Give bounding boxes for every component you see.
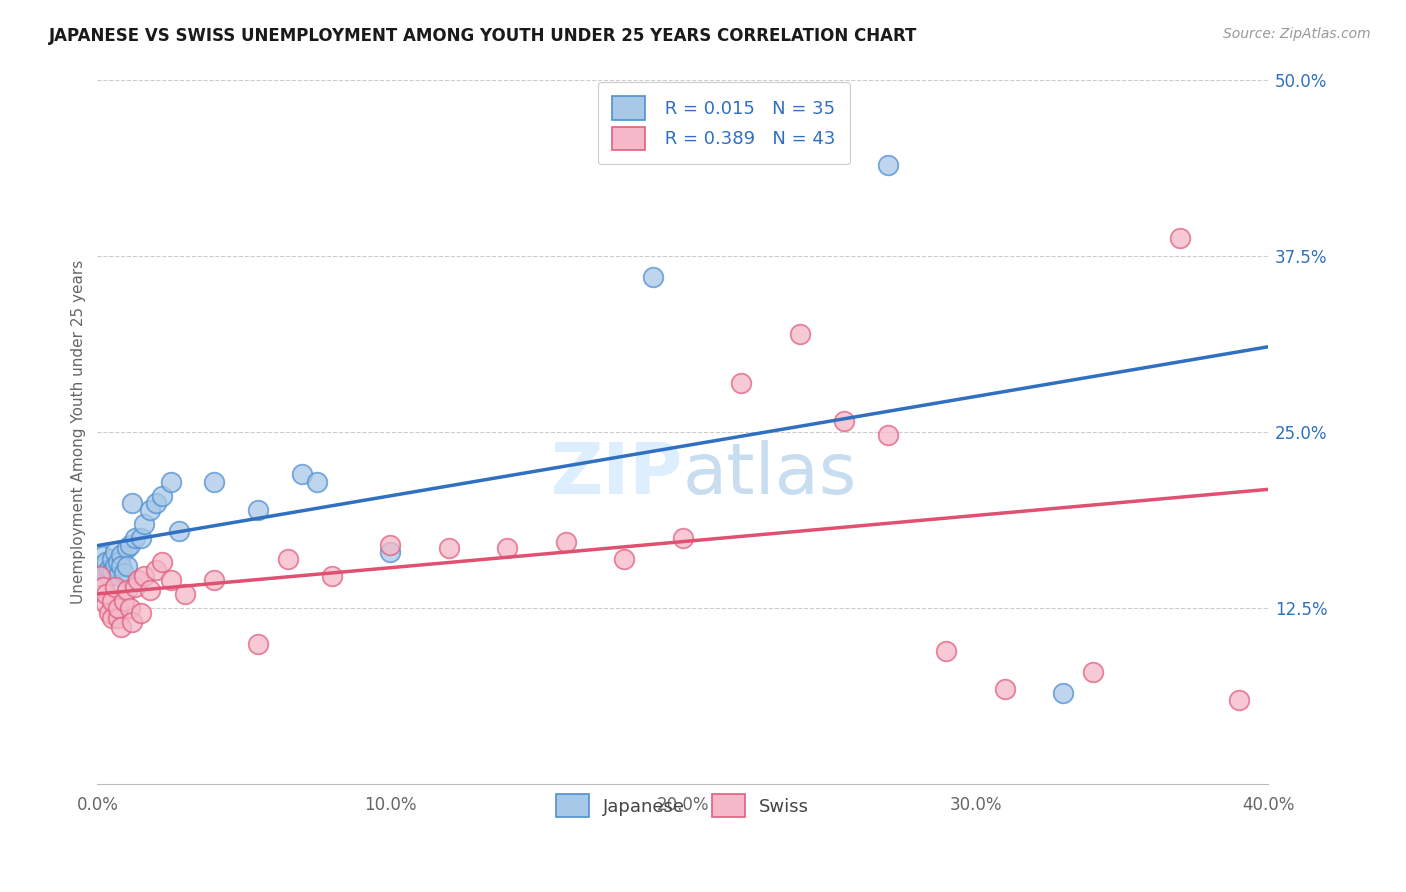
Point bbox=[437, 541, 460, 555]
Point bbox=[876, 157, 898, 171]
Point bbox=[496, 541, 519, 555]
Point bbox=[118, 601, 141, 615]
Point bbox=[101, 611, 124, 625]
Point bbox=[169, 524, 191, 538]
Point bbox=[1052, 686, 1074, 700]
Point bbox=[110, 620, 132, 634]
Point bbox=[110, 559, 132, 574]
Point bbox=[107, 555, 129, 569]
Point bbox=[94, 566, 117, 580]
Point bbox=[115, 582, 138, 597]
Point bbox=[247, 502, 270, 516]
Point bbox=[876, 428, 898, 442]
Point bbox=[145, 563, 167, 577]
Point bbox=[89, 559, 111, 574]
Point bbox=[104, 559, 127, 574]
Point bbox=[91, 580, 114, 594]
Point bbox=[94, 587, 117, 601]
Point bbox=[134, 516, 156, 531]
Point bbox=[129, 531, 152, 545]
Point bbox=[832, 414, 855, 428]
Point bbox=[98, 606, 121, 620]
Point bbox=[291, 467, 314, 482]
Point bbox=[121, 496, 143, 510]
Point bbox=[134, 569, 156, 583]
Legend: Japanese, Swiss: Japanese, Swiss bbox=[550, 787, 817, 825]
Point bbox=[1170, 231, 1192, 245]
Point bbox=[730, 376, 752, 390]
Point bbox=[118, 538, 141, 552]
Point bbox=[98, 569, 121, 583]
Point bbox=[159, 573, 181, 587]
Point bbox=[554, 535, 576, 549]
Point bbox=[124, 531, 146, 545]
Point bbox=[204, 475, 226, 489]
Point bbox=[107, 611, 129, 625]
Point bbox=[789, 326, 811, 341]
Point bbox=[1227, 693, 1250, 707]
Point bbox=[112, 566, 135, 580]
Point bbox=[139, 502, 162, 516]
Point bbox=[672, 531, 695, 545]
Point bbox=[101, 552, 124, 566]
Point bbox=[110, 548, 132, 562]
Point bbox=[247, 636, 270, 650]
Point bbox=[129, 606, 152, 620]
Point bbox=[150, 555, 173, 569]
Point bbox=[94, 597, 117, 611]
Point bbox=[935, 643, 957, 657]
Point bbox=[305, 475, 328, 489]
Point bbox=[321, 569, 343, 583]
Point bbox=[150, 489, 173, 503]
Point bbox=[643, 270, 665, 285]
Point bbox=[613, 552, 636, 566]
Text: Source: ZipAtlas.com: Source: ZipAtlas.com bbox=[1223, 27, 1371, 41]
Text: JAPANESE VS SWISS UNEMPLOYMENT AMONG YOUTH UNDER 25 YEARS CORRELATION CHART: JAPANESE VS SWISS UNEMPLOYMENT AMONG YOU… bbox=[49, 27, 918, 45]
Point bbox=[204, 573, 226, 587]
Point bbox=[107, 569, 129, 583]
Point bbox=[104, 580, 127, 594]
Point bbox=[101, 594, 124, 608]
Point bbox=[174, 587, 197, 601]
Point bbox=[277, 552, 299, 566]
Point bbox=[115, 559, 138, 574]
Y-axis label: Unemployment Among Youth under 25 years: Unemployment Among Youth under 25 years bbox=[72, 260, 86, 604]
Point bbox=[994, 681, 1017, 696]
Point bbox=[94, 555, 117, 569]
Text: ZIP: ZIP bbox=[551, 440, 683, 509]
Point bbox=[98, 562, 121, 576]
Point bbox=[139, 582, 162, 597]
Point bbox=[127, 573, 149, 587]
Point bbox=[91, 549, 114, 564]
Point bbox=[124, 580, 146, 594]
Point bbox=[378, 538, 401, 552]
Point bbox=[89, 569, 111, 583]
Point bbox=[121, 615, 143, 630]
Point bbox=[104, 545, 127, 559]
Point bbox=[107, 601, 129, 615]
Point bbox=[115, 541, 138, 555]
Point bbox=[145, 496, 167, 510]
Point bbox=[112, 594, 135, 608]
Text: atlas: atlas bbox=[683, 440, 858, 509]
Point bbox=[378, 545, 401, 559]
Point bbox=[101, 563, 124, 577]
Point bbox=[1081, 665, 1104, 679]
Point bbox=[159, 475, 181, 489]
